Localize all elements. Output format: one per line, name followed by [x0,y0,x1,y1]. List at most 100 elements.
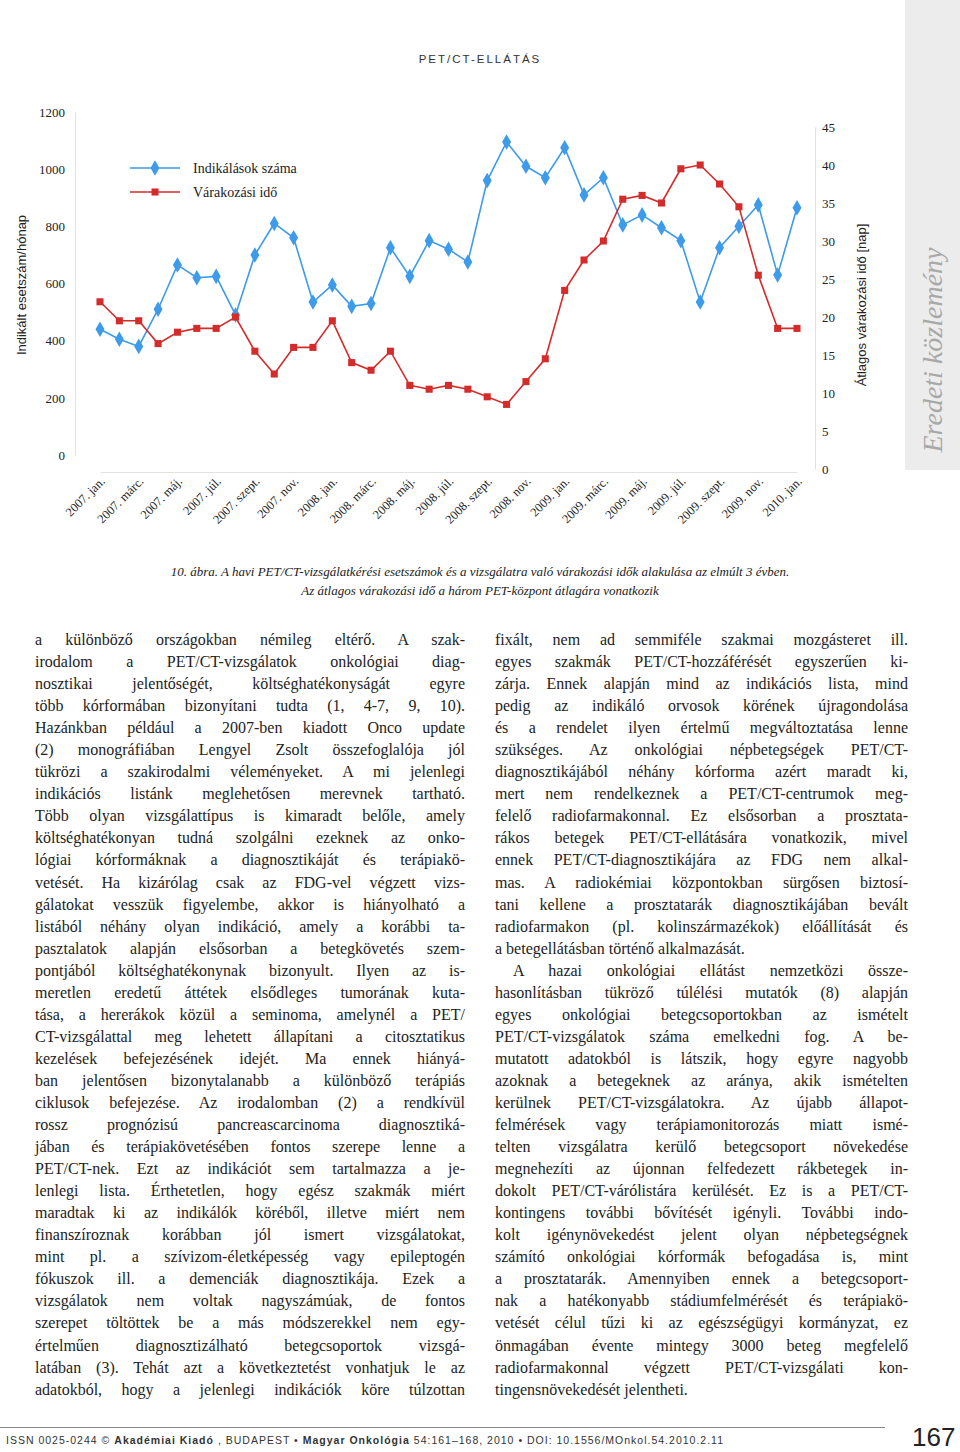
marker [774,325,781,332]
text-line: felelő radiofarmakonnal. Ez elsősorban a… [495,805,908,827]
text-line: szerepet töltöttek be a más módszerekkel… [35,1312,465,1334]
tick: 2010. jan. [760,472,805,519]
marker [580,256,587,263]
tick: 1000 [39,162,75,177]
text-line: vizsgálatok nem voltak nagyszámúak, de f… [35,1290,465,1312]
tick: 2009. márc. [559,472,611,526]
marker [734,219,743,235]
axis-line [75,113,76,456]
tick: 1200 [39,105,75,120]
marker [115,331,124,347]
tick: 2008. máj. [370,472,417,522]
text-line: kontingens további bővítését igényli. To… [495,1202,908,1224]
tick-label: 2008. márc. [327,474,379,526]
tick: 45 [815,120,835,135]
text-line: lógiai kórformáknak a diagnosztikáját és… [35,849,465,871]
text-line: tása, a hererákok közül a seminoma, amel… [35,1004,465,1026]
text-line: pasztalatok alapján elsősorban a betegkö… [35,938,465,960]
text-line: gálatokat vesszük figyelembe, akkor is h… [35,894,465,916]
tick-label: 10 [822,386,835,401]
text-line: tükrözi a szakirodalmi véleményeket. A m… [35,761,465,783]
text-line: nosztikai jelentőségét, költséghatékonys… [35,673,465,695]
legend: Indikálások száma Várakozási idő [130,160,298,200]
footer: ISSN 0025-0244 ©Akadémiai Kiadó, BUDAPES… [6,1434,728,1446]
marker [193,325,200,332]
tick: 2009. szept. [675,472,727,527]
tick-label: 2009. szept. [675,474,727,526]
figure-caption: 10. ábra. A havi PET/CT-vizsgálatkérési … [171,564,790,579]
footer-city: , BUDAPEST • [218,1434,299,1446]
tick: 2007. máj. [138,472,185,522]
marker [735,203,742,210]
tick: 2008. márc. [327,472,379,526]
marker [212,269,221,285]
text-line: pedig az indikáló orvosok körének újrago… [495,695,908,717]
paragraph: A hazai onkológiai ellátást nemzetközi ö… [495,960,908,1401]
marker [387,348,394,355]
y2-axis-title: Átlagos várakozási idő [nap] [854,224,869,387]
axis-line [101,472,798,473]
text-line: mutatott adatokból is látszik, hogy egyr… [495,1048,908,1070]
tick: 2009. nov. [719,472,766,521]
tick-label: 2008. máj. [370,474,417,521]
legend-label: Indikálások száma [193,161,298,176]
tick: 0 [815,462,829,477]
legend-marker [151,188,158,195]
y2-axis: 051015202530354045 [815,120,835,477]
text-line: kolt igénynövekedést jelent olyan népbet… [495,1224,908,1246]
text-line: ban jelentősen bizonytalanabb a különböz… [35,1070,465,1092]
text-line: A hazai onkológiai ellátást nemzetközi ö… [495,960,908,982]
tick-label: 40 [822,158,835,173]
marker [251,348,258,355]
text-line: kerülnek PET/CT-vizsgálatokra. Az újabb … [495,1092,908,1114]
marker [271,370,278,377]
text-line: mint pl. a szívizom-életképesség vagy ep… [35,1246,465,1268]
text-line: adatokból, hogy a jelenlegi indikációk k… [35,1379,465,1401]
text-line: lenlegi lista. Érthetetlen, hogy egész s… [35,1180,465,1202]
marker [174,329,181,336]
marker [754,197,763,213]
text-line: zárja. Ennek alapján mind az indikációs … [495,673,908,695]
marker [406,382,413,389]
text-line: rákos betegek PET/CT-ellátására vonatkoz… [495,827,908,849]
text-line: finanszíroznak korábban jól ismert vizsg… [35,1224,465,1246]
text-line: a prosztatarák. Amennyiben ennek a beteg… [495,1268,908,1290]
text-line: egyes onkológiai betegcsoportokban az is… [495,1004,908,1026]
marker [270,216,279,232]
marker [619,196,626,203]
tick-label: 45 [822,120,835,135]
marker [96,298,103,305]
text-column: a különböző országokban némileg eltérő. … [35,629,465,1401]
marker [658,199,665,206]
marker [599,170,608,186]
text-line: több kórformában bizonyítani tudta (1, 4… [35,695,465,717]
text-line: fókuszok ill. a demenciák diagnosztikája… [35,1268,465,1290]
legend-marker [151,160,160,176]
series-line [100,165,797,404]
text-line: jában és terápiakövetésében fontos szere… [35,1136,465,1158]
legend-item: Várakozási idő [130,185,277,200]
tick-label: 800 [46,219,66,234]
tick-label: 1200 [39,105,65,120]
paragraph: fixált, nem ad semmiféle szakmai mozgást… [495,629,908,960]
tick-label: 2007. márc. [95,474,147,526]
marker [503,401,510,408]
text-line: értelműen diagnosztizálható betegcsoport… [35,1335,465,1357]
marker [308,294,317,310]
tick: 2008. szept. [443,472,495,527]
marker [676,233,685,249]
tick-label: 2008. nov. [487,474,534,521]
marker [154,301,163,317]
text-line: latában (3). Tehát azt a következtetést … [35,1357,465,1379]
marker [715,240,724,256]
series-line [100,142,797,346]
tick: 20 [815,310,835,325]
tick-label: 200 [46,390,66,405]
text-line: számító onkológiai kórformák befogadása … [495,1246,908,1268]
text-line: megnehezíti az újonnan felfedezett rákbe… [495,1158,908,1180]
chart-area: Eredeti közleményPET/CT-ELLÁTÁS020040060… [0,0,960,620]
marker [290,344,297,351]
marker [677,165,684,172]
y-axis-title: Indikált esetszám/hónap [14,215,29,355]
legend-label: Várakozási idő [193,185,277,200]
